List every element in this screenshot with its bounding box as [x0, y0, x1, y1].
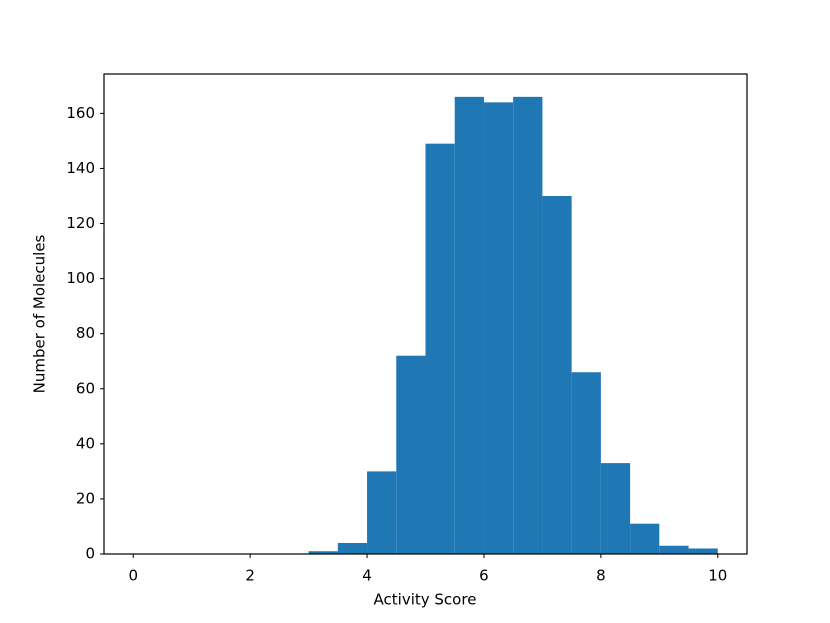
y-tick-label: 120	[66, 214, 95, 232]
bar	[542, 195, 572, 554]
x-tick-label: 10	[708, 567, 727, 585]
y-tick-label: 140	[66, 159, 95, 177]
bar	[483, 102, 514, 554]
x-tick-label: 0	[128, 567, 138, 585]
x-tick-label: 8	[596, 567, 606, 585]
bar	[513, 96, 543, 554]
bar	[630, 523, 660, 554]
bar	[425, 143, 455, 554]
bar	[396, 355, 426, 554]
plot-frame	[103, 73, 748, 555]
bar	[659, 545, 689, 554]
y-axis-label: Number of Molecules	[31, 234, 49, 393]
y-tick-label: 100	[66, 269, 95, 287]
y-tick-label: 80	[76, 324, 95, 342]
bar	[337, 542, 368, 554]
x-tick-label: 4	[362, 567, 372, 585]
y-tick-label: 20	[76, 489, 95, 507]
x-axis-label: Activity Score	[374, 591, 477, 609]
bar	[367, 471, 397, 554]
bar	[571, 372, 601, 554]
bar	[600, 463, 631, 554]
x-tick-label: 6	[479, 567, 489, 585]
bar	[454, 96, 484, 554]
bar	[308, 551, 338, 554]
y-tick-label: 40	[76, 434, 95, 452]
x-tick-label: 2	[245, 567, 255, 585]
y-tick-label: 60	[76, 379, 95, 397]
y-tick-label: 160	[66, 104, 95, 122]
bar	[688, 548, 718, 554]
y-tick-label: 0	[85, 545, 95, 563]
